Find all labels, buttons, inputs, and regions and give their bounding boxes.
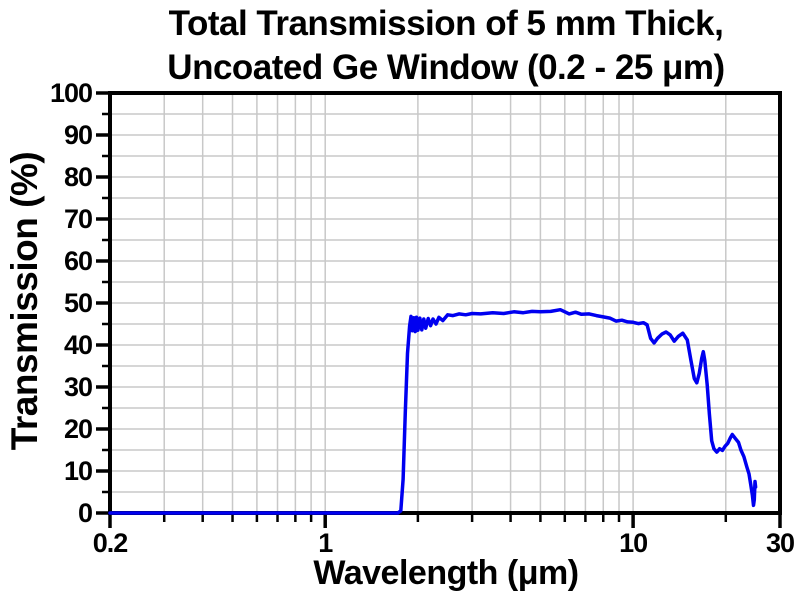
x-axis-title: Wavelength (μm): [313, 554, 579, 592]
transmission-curve: [108, 307, 758, 515]
y-tick-label: 40: [64, 330, 92, 360]
y-tick-label: 80: [64, 162, 92, 192]
y-tick-label: 0: [78, 498, 92, 528]
chart-title-line1: Total Transmission of 5 mm Thick,: [168, 4, 724, 43]
y-tick-label: 60: [64, 246, 92, 276]
x-tick-label: 30: [766, 528, 794, 558]
y-tick-label: 50: [64, 288, 92, 318]
chart-title-line2: Uncoated Ge Window (0.2 - 25 μm): [167, 48, 725, 87]
x-tick-label: 10: [619, 528, 647, 558]
y-tick-label: 90: [64, 120, 92, 150]
y-tick-label: 10: [64, 456, 92, 486]
y-tick-label: 30: [64, 372, 92, 402]
x-tick-label: 1: [318, 528, 333, 558]
y-tick-label: 20: [64, 414, 92, 444]
x-tick-label: 0.2: [93, 528, 128, 558]
y-tick-label: 70: [64, 204, 92, 234]
y-tick-label: 100: [50, 78, 92, 108]
